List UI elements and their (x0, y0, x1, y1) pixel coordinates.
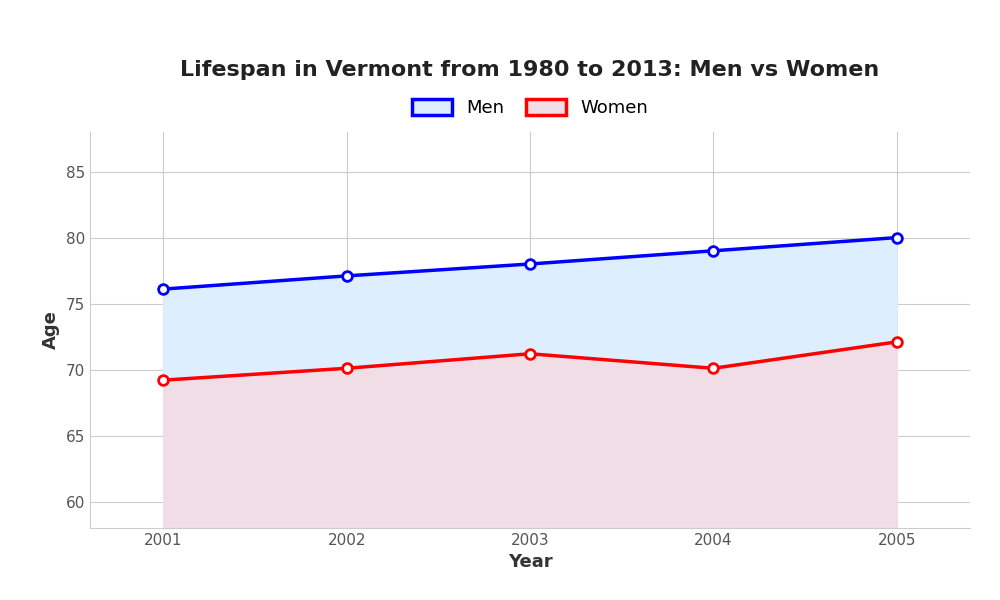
X-axis label: Year: Year (508, 553, 552, 571)
Title: Lifespan in Vermont from 1980 to 2013: Men vs Women: Lifespan in Vermont from 1980 to 2013: M… (180, 61, 880, 80)
Legend: Men, Women: Men, Women (403, 89, 657, 126)
Y-axis label: Age: Age (42, 311, 60, 349)
